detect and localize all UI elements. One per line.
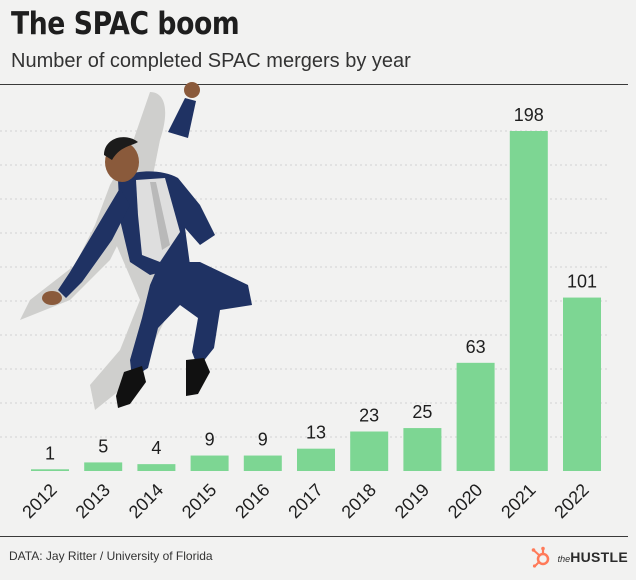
x-tick-2015: 2015 xyxy=(178,480,220,522)
bars xyxy=(31,131,601,471)
value-label-2018: 23 xyxy=(359,406,379,426)
value-label-2017: 13 xyxy=(306,423,326,443)
value-label-2022: 101 xyxy=(567,272,597,292)
value-label-2013: 5 xyxy=(98,436,108,456)
bar-2019 xyxy=(403,428,442,471)
bar-chart: 1 5 4 9 9 13 23 25 63 198 101 2012 2013 2014 2015 2016… xyxy=(0,82,608,522)
jumping-businessman-illustration xyxy=(20,82,252,410)
bar-2014 xyxy=(137,464,176,471)
x-tick-2020: 2020 xyxy=(444,480,486,522)
value-label-2015: 9 xyxy=(205,430,215,450)
x-tick-labels: 2012 2013 2014 2015 2016 2017 2018 2019 2020 2021… xyxy=(18,480,592,522)
x-tick-2021: 2021 xyxy=(497,480,539,522)
bar-2013 xyxy=(84,462,123,471)
header-rule xyxy=(0,84,628,85)
value-label-2016: 9 xyxy=(258,430,268,450)
brand-wordmark: theHUSTLE xyxy=(557,549,628,565)
bar-2021 xyxy=(509,131,548,471)
brand-logo: theHUSTLE xyxy=(530,546,628,568)
bar-2020 xyxy=(456,362,495,471)
value-label-2020: 63 xyxy=(466,337,486,357)
value-label-2012: 1 xyxy=(45,443,55,463)
x-tick-2018: 2018 xyxy=(338,480,380,522)
value-label-2014: 4 xyxy=(151,438,161,458)
footer-rule xyxy=(0,536,628,537)
right-shoe xyxy=(186,358,210,396)
trousers xyxy=(130,262,252,378)
x-tick-2016: 2016 xyxy=(231,480,273,522)
raised-arm xyxy=(168,98,196,138)
bar-2018 xyxy=(350,431,389,471)
data-source: DATA: Jay Ritter / University of Florida xyxy=(9,549,213,563)
left-hand xyxy=(42,291,62,305)
left-arm xyxy=(58,188,130,298)
bar-2022 xyxy=(563,297,601,471)
bar-2017 xyxy=(297,448,335,471)
hubspot-sprocket-icon xyxy=(531,546,549,568)
x-tick-2019: 2019 xyxy=(391,480,433,522)
chart-subtitle: Number of completed SPAC mergers by year xyxy=(11,50,411,72)
x-tick-2022: 2022 xyxy=(550,480,592,522)
raised-fist xyxy=(184,82,200,98)
bar-2012 xyxy=(31,469,69,471)
value-label-2019: 25 xyxy=(412,402,432,422)
x-tick-2017: 2017 xyxy=(284,480,326,522)
left-shoe xyxy=(116,366,146,408)
x-tick-2012: 2012 xyxy=(18,480,60,522)
chart-title: The SPAC boom xyxy=(11,6,240,42)
value-label-2021: 198 xyxy=(514,105,544,125)
bar-2015 xyxy=(190,455,229,471)
hair xyxy=(104,137,138,160)
value-labels: 1 5 4 9 9 13 23 25 63 198 101 xyxy=(45,105,597,463)
x-tick-2013: 2013 xyxy=(72,480,114,522)
x-tick-2014: 2014 xyxy=(125,480,167,522)
bar-2016 xyxy=(243,455,282,471)
tie xyxy=(150,182,170,250)
